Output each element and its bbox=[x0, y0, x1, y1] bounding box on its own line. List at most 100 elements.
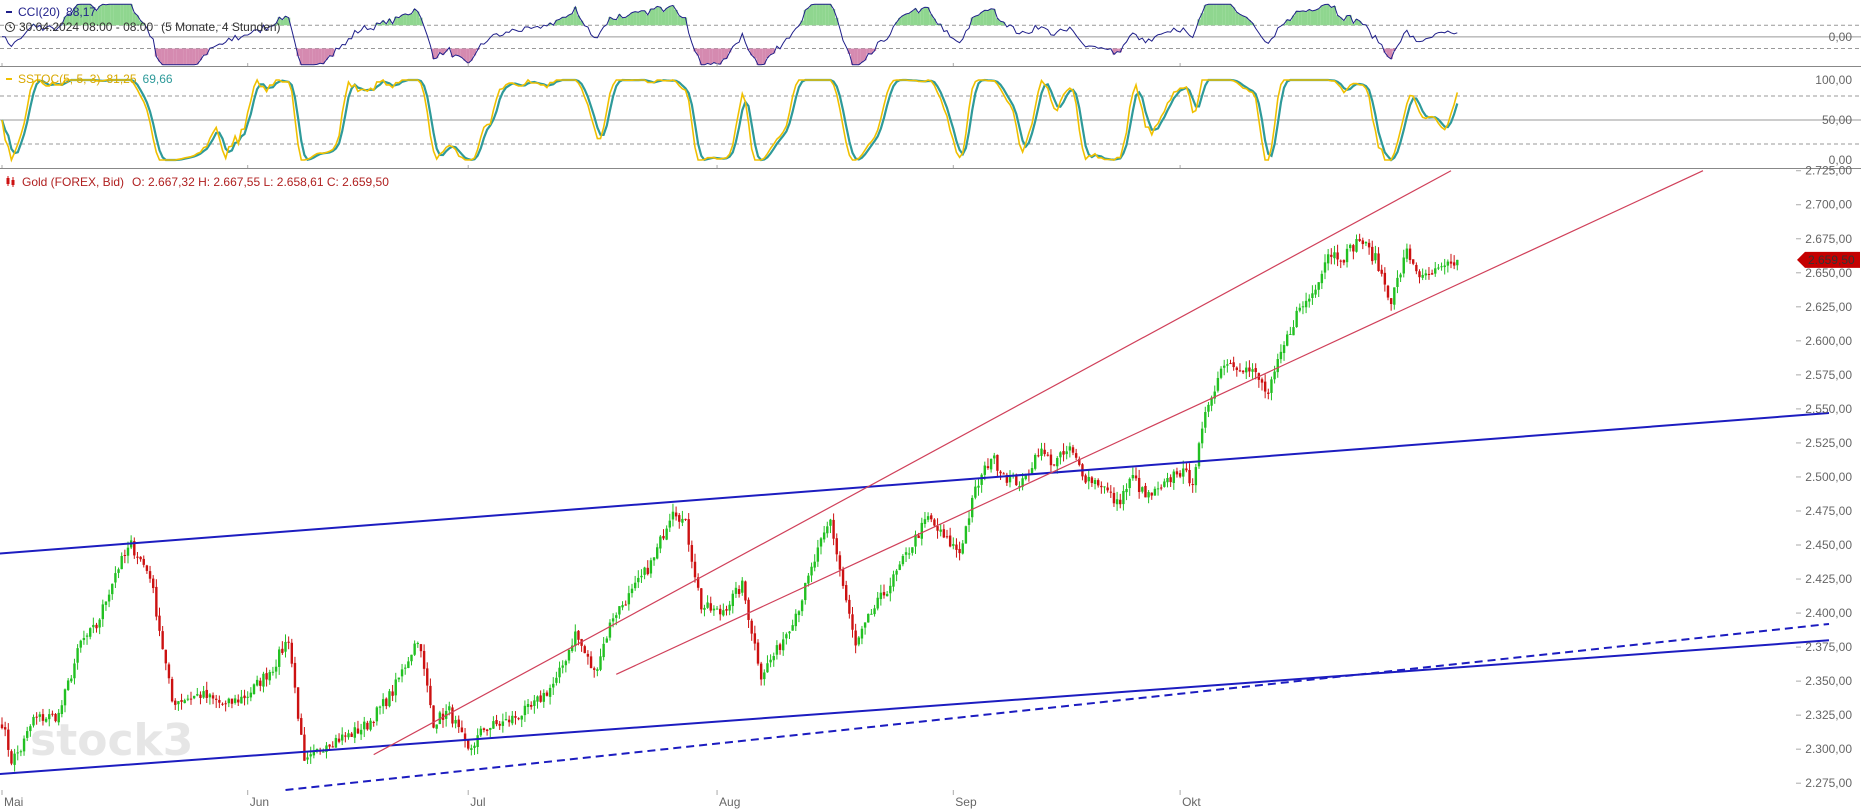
cci-value: 88,17 bbox=[66, 5, 96, 19]
candle-body bbox=[218, 700, 221, 703]
candle-body bbox=[948, 535, 952, 547]
candle-body bbox=[391, 691, 394, 696]
candle-body bbox=[1093, 480, 1097, 485]
candle-body bbox=[1446, 261, 1450, 266]
candle-body bbox=[914, 534, 917, 547]
candle-body bbox=[54, 714, 57, 722]
price-tick-label: 2.725,00 bbox=[1805, 164, 1852, 178]
candle-body bbox=[1437, 267, 1440, 269]
candle-body bbox=[205, 689, 208, 698]
price-tick-label: 2.425,00 bbox=[1805, 572, 1852, 586]
candle-body bbox=[501, 721, 505, 726]
candle-body bbox=[139, 556, 142, 560]
svg-text:Gold (FOREX, Bid)O: 2.667,32: Gold (FOREX, Bid) O: 2.667,32 H: 2.667,55… bbox=[22, 175, 389, 189]
candle-body bbox=[936, 526, 939, 531]
candle-body bbox=[804, 582, 807, 601]
candle-body bbox=[637, 577, 640, 583]
channel-lower-line bbox=[0, 639, 1830, 776]
candle-body bbox=[848, 599, 851, 614]
candle-body bbox=[92, 624, 95, 628]
candle-body bbox=[344, 735, 347, 737]
candle-body bbox=[407, 661, 410, 669]
candle-body bbox=[26, 731, 29, 738]
candle-body bbox=[1074, 453, 1078, 458]
candle-body bbox=[690, 545, 694, 562]
candle-body bbox=[857, 637, 860, 645]
candle-body bbox=[397, 677, 401, 680]
candle-body bbox=[177, 701, 180, 705]
candle-body bbox=[548, 687, 552, 697]
candle-body bbox=[961, 543, 964, 554]
candle-body bbox=[293, 662, 297, 688]
candle-body bbox=[895, 570, 898, 575]
trend-lines bbox=[0, 170, 1830, 791]
price-tick-label: 2.650,00 bbox=[1805, 266, 1852, 280]
candle-body bbox=[1178, 473, 1182, 477]
candle-body bbox=[221, 703, 224, 705]
cci-label: CCI(20) bbox=[18, 5, 60, 19]
stoch-axis: 100,00 50,00 0,00 bbox=[1815, 73, 1852, 167]
clock-icon bbox=[5, 22, 15, 32]
candle-body bbox=[1443, 265, 1446, 268]
candle-body bbox=[958, 548, 961, 554]
candle-body bbox=[715, 608, 719, 610]
candle-body bbox=[1188, 469, 1191, 484]
price-axis: 2.275,00 2.300,00 2.325,00 2.350,00 2.375,00… bbox=[1805, 164, 1852, 790]
candle-body bbox=[1267, 392, 1270, 394]
candle-body bbox=[1131, 475, 1135, 479]
candle-body bbox=[662, 535, 665, 539]
candle-body bbox=[652, 557, 656, 561]
candle-body bbox=[545, 692, 549, 696]
candle-body bbox=[341, 734, 344, 741]
candle-body bbox=[152, 578, 155, 589]
candle-body bbox=[1389, 298, 1393, 305]
candle-body bbox=[1232, 362, 1235, 368]
trend-line-steep bbox=[373, 170, 1452, 756]
candle-body bbox=[693, 561, 697, 578]
candle-body bbox=[1349, 244, 1352, 249]
svg-text:CCI(20)88,17: CCI(20) 88,17 bbox=[18, 5, 96, 19]
candle-body bbox=[303, 734, 306, 761]
candle-body bbox=[879, 592, 883, 600]
candle-body bbox=[722, 610, 725, 616]
candle-body bbox=[278, 649, 281, 667]
candle-body bbox=[429, 685, 432, 706]
candle-body bbox=[816, 547, 820, 562]
candle-body bbox=[1207, 404, 1210, 412]
candle-body bbox=[322, 751, 325, 753]
candle-body bbox=[741, 580, 744, 593]
candle-body bbox=[416, 643, 419, 645]
candle-body bbox=[618, 606, 621, 615]
candle-body bbox=[120, 555, 123, 570]
candle-body bbox=[986, 466, 990, 469]
candle-body bbox=[1440, 266, 1443, 268]
chart-range-note: (5 Monate, 4 Stunden) bbox=[161, 20, 280, 34]
candle-body bbox=[271, 671, 275, 673]
candle-body bbox=[980, 474, 983, 485]
candle-body bbox=[1311, 293, 1314, 298]
candle-body bbox=[533, 700, 536, 706]
candle-body bbox=[32, 716, 35, 726]
candle-body bbox=[1320, 273, 1324, 284]
candle-body bbox=[1153, 488, 1157, 496]
candle-body bbox=[621, 605, 624, 608]
candle-body bbox=[10, 751, 13, 764]
candle-body bbox=[375, 707, 379, 722]
candle-body bbox=[1282, 345, 1286, 354]
candle-body bbox=[89, 628, 92, 637]
candle-body bbox=[246, 696, 249, 698]
candle-body bbox=[766, 663, 769, 673]
candle-body bbox=[564, 661, 568, 666]
candle-body bbox=[1295, 310, 1298, 327]
candle-body bbox=[211, 695, 215, 699]
candle-body bbox=[123, 554, 127, 556]
candle-body bbox=[1452, 262, 1456, 266]
candle-body bbox=[1112, 492, 1116, 504]
candle-body bbox=[1119, 499, 1122, 505]
candle-body bbox=[363, 721, 366, 730]
candle-body bbox=[1260, 379, 1264, 383]
candle-body bbox=[1078, 458, 1081, 465]
candle-body bbox=[448, 706, 451, 711]
candle-body bbox=[1175, 471, 1179, 475]
candle-body bbox=[1412, 259, 1415, 264]
